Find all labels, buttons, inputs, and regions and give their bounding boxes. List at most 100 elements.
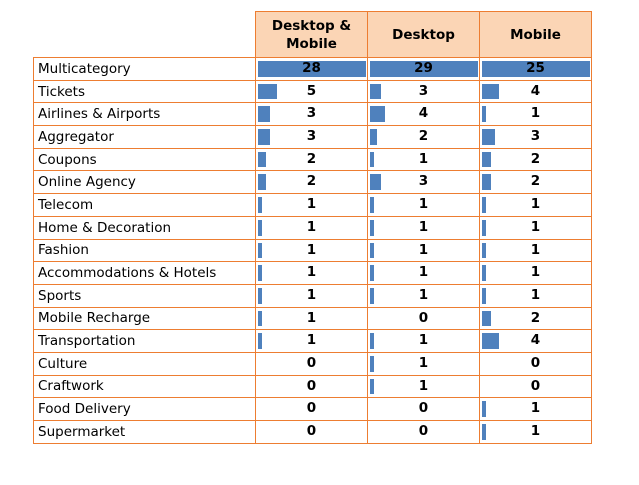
data-bar: [370, 129, 378, 145]
value-cell: 2: [367, 125, 480, 149]
data-label: 25: [526, 60, 545, 76]
table-row: Culture 0 1 0: [33, 351, 592, 376]
data-bar: [258, 265, 262, 281]
category-label: Coupons: [33, 147, 256, 172]
data-label: 3: [306, 105, 317, 122]
value-cell: 2: [479, 170, 592, 195]
value-cell: 3: [255, 125, 368, 149]
table-row: Fashion 1 1 1: [33, 238, 592, 263]
data-label: 28: [302, 60, 321, 76]
data-bar: [258, 151, 266, 168]
category-label: Sports: [33, 283, 256, 308]
category-label: Food Delivery: [33, 397, 256, 421]
data-label: 0: [418, 309, 429, 326]
data-label: 5: [306, 82, 317, 99]
value-cell: 1: [479, 283, 592, 308]
data-bar: [258, 197, 262, 213]
data-bar: [482, 129, 495, 145]
data-label: 1: [306, 218, 317, 235]
data-bar: [482, 83, 500, 100]
data-bar: [370, 333, 374, 349]
data-label: 1: [306, 309, 317, 326]
category-label: Mobile Recharge: [33, 306, 256, 331]
value-cell: 1: [479, 238, 592, 263]
data-label: 4: [530, 332, 541, 349]
value-cell: 1: [367, 261, 480, 285]
data-bar: [482, 333, 500, 349]
data-label: 0: [306, 400, 317, 417]
value-cell: 1: [255, 193, 368, 217]
value-cell: 2: [255, 170, 368, 195]
column-header-label: Mobile: [510, 26, 561, 43]
table-row: Mobile Recharge 1 0 2: [33, 306, 592, 331]
data-table: Desktop & Mobile Desktop Mobile Multicat…: [33, 11, 592, 444]
data-label: 0: [530, 354, 541, 371]
data-bar: [482, 106, 487, 123]
value-cell: 3: [367, 170, 480, 195]
data-label: 2: [530, 173, 541, 190]
table-row: Food Delivery 0 0 1: [33, 397, 592, 421]
data-bar: [258, 333, 262, 349]
value-cell: 1: [479, 102, 592, 127]
value-cell: 1: [255, 238, 368, 263]
data-bar: [482, 265, 487, 281]
table-row: Home & Decoration 1 1 1: [33, 215, 592, 240]
data-label: 3: [530, 128, 541, 145]
data-bar: [482, 424, 487, 440]
data-bar: [482, 287, 487, 304]
data-bar: [482, 197, 487, 213]
value-cell: 1: [255, 306, 368, 331]
value-cell: 1: [367, 283, 480, 308]
data-label: 1: [418, 377, 429, 394]
data-bar: [258, 129, 270, 145]
table-row: Sports 1 1 1: [33, 283, 592, 308]
value-cell: 1: [255, 215, 368, 240]
data-bar: [482, 61, 590, 77]
table-row: Craftwork 0 1 0: [33, 374, 592, 399]
value-cell: 1: [367, 374, 480, 399]
value-cell: 0: [367, 420, 480, 444]
value-cell: 1: [479, 261, 592, 285]
value-cell: 1: [367, 193, 480, 217]
data-label: 1: [530, 241, 541, 258]
data-label: 0: [530, 377, 541, 394]
data-label: 2: [530, 150, 541, 167]
table-row: Transportation 1 1 4: [33, 329, 592, 353]
data-bar: [370, 265, 374, 281]
value-cell: 0: [255, 351, 368, 376]
value-cell: 4: [479, 329, 592, 353]
column-header-desktop: Desktop: [367, 11, 480, 58]
data-bar: [258, 287, 262, 304]
data-label: 0: [306, 377, 317, 394]
column-header-desktop-mobile: Desktop & Mobile: [255, 11, 368, 58]
data-bar: [370, 151, 374, 168]
category-label: Accommodations & Hotels: [33, 261, 256, 285]
value-cell: 1: [255, 261, 368, 285]
data-label: 1: [418, 196, 429, 213]
value-cell: 1: [367, 351, 480, 376]
data-label: 1: [418, 264, 429, 281]
category-label: Craftwork: [33, 374, 256, 399]
data-label: 4: [530, 82, 541, 99]
value-cell: 1: [479, 420, 592, 444]
data-label: 1: [306, 332, 317, 349]
value-cell: 28: [255, 57, 368, 81]
table-row: Online Agency 2 3 2: [33, 170, 592, 195]
data-label: 4: [418, 105, 429, 122]
data-label: 1: [418, 332, 429, 349]
column-header-label: Desktop: [392, 26, 455, 43]
table-row: Coupons 2 1 2: [33, 147, 592, 172]
value-cell: 3: [479, 125, 592, 149]
value-cell: 0: [255, 397, 368, 421]
value-cell: 0: [255, 374, 368, 399]
table-row: Tickets 5 3 4: [33, 79, 592, 104]
table-row: Telecom 1 1 1: [33, 193, 592, 217]
category-label: Aggregator: [33, 125, 256, 149]
data-label: 1: [306, 241, 317, 258]
data-label: 1: [418, 241, 429, 258]
data-bar: [482, 242, 487, 259]
value-cell: 0: [479, 351, 592, 376]
table-row: Accommodations & Hotels 1 1 1: [33, 261, 592, 285]
header-row: Desktop & Mobile Desktop Mobile: [34, 11, 592, 58]
value-cell: 1: [479, 193, 592, 217]
